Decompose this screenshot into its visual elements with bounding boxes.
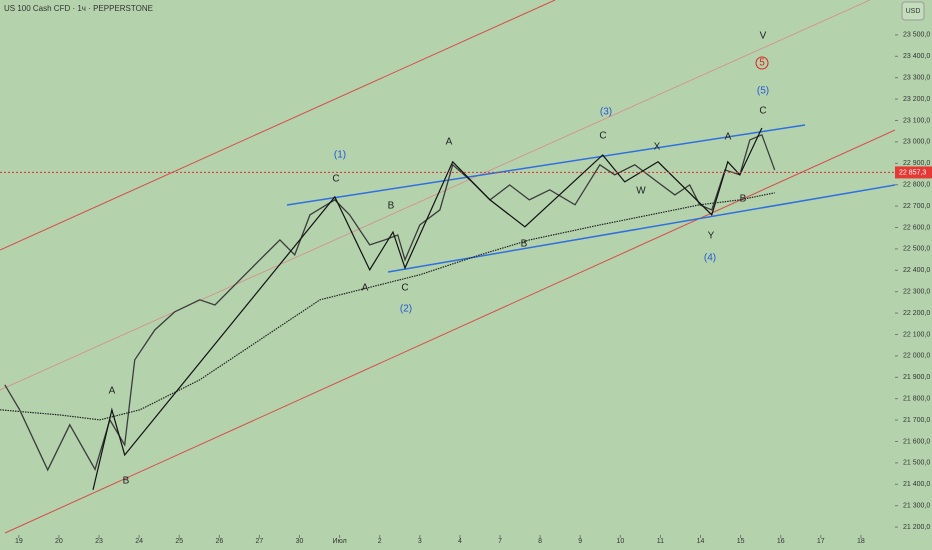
y-tick-label: 21 400,0: [903, 481, 930, 488]
x-tick-label: 8: [538, 538, 542, 545]
wave-path: [92, 127, 763, 490]
y-tick-label: 21 300,0: [903, 503, 930, 510]
wave-label: C: [401, 283, 408, 294]
x-tick-label: 30: [296, 538, 304, 545]
y-tick-label: 21 200,0: [903, 524, 930, 531]
y-tick-label: 22 900,0: [903, 160, 930, 167]
x-tick-label: 24: [135, 538, 143, 545]
y-tick-label: 23 500,0: [903, 32, 930, 39]
moving-average: [0, 192, 775, 421]
chart-title: US 100 Cash CFD · 1ч · PEPPERSTONE: [4, 4, 153, 13]
y-tick-label: 21 900,0: [903, 374, 930, 381]
x-tick-label: 18: [857, 538, 865, 545]
x-tick-label: 23: [95, 538, 103, 545]
wave-label: A: [725, 132, 732, 143]
wave-label: (3): [600, 107, 612, 118]
last-price-box: [895, 166, 932, 179]
x-tick-label: 15: [737, 538, 745, 545]
wave-label: 5: [759, 58, 765, 69]
y-tick-label: 22 000,0: [903, 353, 930, 360]
y-tick-label: 21 800,0: [903, 396, 930, 403]
wave-labels: V 5 (5) C (3) A C X A (1) C B A A C (2) …: [0, 31, 776, 490]
wave-label: (5): [757, 86, 769, 97]
wave-circle: [755, 56, 769, 70]
y-tick-label: 23 300,0: [903, 75, 930, 82]
wave-label: V: [760, 31, 767, 42]
wave-label: C: [599, 131, 606, 142]
wave-label: B: [388, 201, 395, 212]
wave-label: B: [521, 239, 528, 250]
x-tick-label: Июл: [333, 538, 347, 545]
y-tick-label: 23 100,0: [903, 117, 930, 124]
x-tick-label: 11: [657, 538, 664, 545]
x-tick-label: 17: [817, 538, 825, 545]
wave-label: A: [446, 137, 453, 148]
y-tick-label: 23 200,0: [903, 96, 930, 103]
wave-label: X: [654, 142, 661, 153]
channel-line: [286, 124, 806, 206]
wave-label: Y: [708, 231, 715, 242]
wave-label: (2): [400, 304, 412, 315]
wave-label: (4): [704, 253, 716, 264]
x-tick-label: 4: [458, 538, 462, 545]
x-tick-label: 26: [215, 538, 223, 545]
y-tick-label: 22 300,0: [903, 289, 930, 296]
y-tick-label: 22 600,0: [903, 224, 930, 231]
price-axis: [895, 0, 932, 550]
wave-label: (1): [334, 150, 346, 161]
y-tick-label: 22 400,0: [903, 267, 930, 274]
wave-label: C: [332, 174, 339, 185]
channel-line: [0, 0, 556, 251]
wave-label: C: [759, 106, 766, 117]
y-tick-label: 22 200,0: [903, 310, 930, 317]
wave-label: A: [109, 386, 116, 397]
last-price-label: 22 857,3: [899, 169, 926, 176]
x-tick-label: 19: [15, 538, 23, 545]
x-tick-label: 25: [175, 538, 183, 545]
y-tick-label: 21 600,0: [903, 438, 930, 445]
x-tick-label: 3: [418, 538, 422, 545]
x-tick-label: 16: [777, 538, 785, 545]
y-tick-label: 23 400,0: [903, 53, 930, 60]
y-tick-label: 22 500,0: [903, 246, 930, 253]
x-tick-label: 2: [378, 538, 382, 545]
trend-lines: [0, 0, 896, 534]
x-tick-label: 14: [697, 538, 705, 545]
x-tick-label: 7: [498, 538, 502, 545]
y-tick-label: 22 100,0: [903, 331, 930, 338]
y-tick-label: 22 800,0: [903, 182, 930, 189]
y-tick-label: 21 700,0: [903, 417, 930, 424]
channel-line: [4, 129, 896, 534]
x-tick-label: 10: [616, 538, 624, 545]
channel-line: [0, 0, 871, 391]
x-tick-label: 27: [256, 538, 264, 545]
channel-line: [387, 184, 896, 273]
wave-label: W: [636, 186, 646, 197]
wave-label: B: [123, 476, 130, 487]
x-tick-label: 20: [55, 538, 63, 545]
y-tick-label: 21 500,0: [903, 460, 930, 467]
currency-button[interactable]: [901, 1, 925, 21]
y-tick-label: 22 700,0: [903, 203, 930, 210]
x-tick-label: 9: [578, 538, 582, 545]
wave-label: A: [362, 283, 369, 294]
currency-label: USD: [906, 8, 921, 15]
y-tick-label: 23 000,0: [903, 139, 930, 146]
price-line: [4, 133, 776, 472]
